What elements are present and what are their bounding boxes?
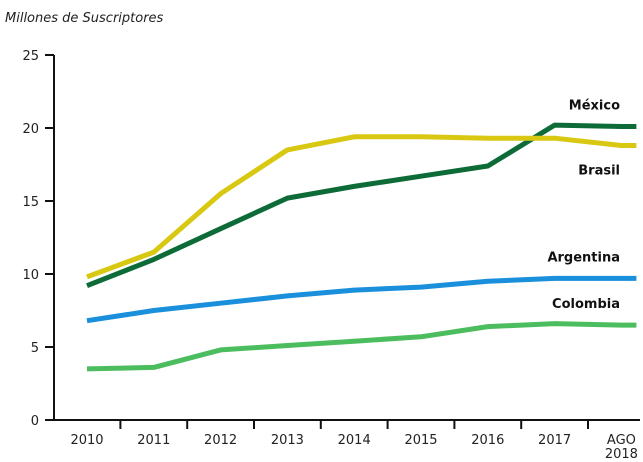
axes	[53, 55, 640, 421]
x-tick-label: 2014	[338, 433, 371, 448]
x-tick-label: 2017	[538, 433, 571, 448]
series-label-méxico: México	[569, 99, 620, 114]
x-tick-label: 2010	[70, 433, 103, 448]
series-line-méxico	[86, 122, 637, 289]
series-label-colombia: Colombia	[552, 297, 620, 312]
y-axis-ticks: 0 5 10 15 20 25	[22, 49, 54, 429]
x-tick-label: 2012	[204, 433, 237, 448]
y-tick-label: 20	[22, 122, 39, 137]
x-tick-label: AGO 2018	[605, 433, 638, 462]
x-tick-label: 2015	[404, 433, 437, 448]
x-tick-label: 2016	[471, 433, 504, 448]
series-lines	[86, 122, 637, 372]
x-tick-label: 2013	[271, 433, 304, 448]
series-label-argentina: Argentina	[547, 250, 620, 265]
y-tick-label: 5	[31, 341, 39, 356]
y-tick-label: 25	[22, 49, 39, 64]
y-tick-label: 0	[31, 414, 39, 429]
y-axis-title: Millones de Suscriptores	[5, 11, 164, 26]
series-labels: México Brasil Argentina Colombia	[547, 99, 620, 313]
series-line-brasil	[86, 134, 637, 280]
y-tick-label: 15	[22, 195, 39, 210]
x-tick-label: 2011	[137, 433, 170, 448]
series-line-colombia	[86, 321, 637, 372]
x-axis-ticks: 2010 2011 2012 2013 2014 2015 2016 2017 AGO 2018	[70, 420, 638, 462]
series-line-argentina	[86, 275, 637, 324]
y-tick-label: 10	[22, 268, 39, 283]
series-label-brasil: Brasil	[578, 164, 620, 179]
